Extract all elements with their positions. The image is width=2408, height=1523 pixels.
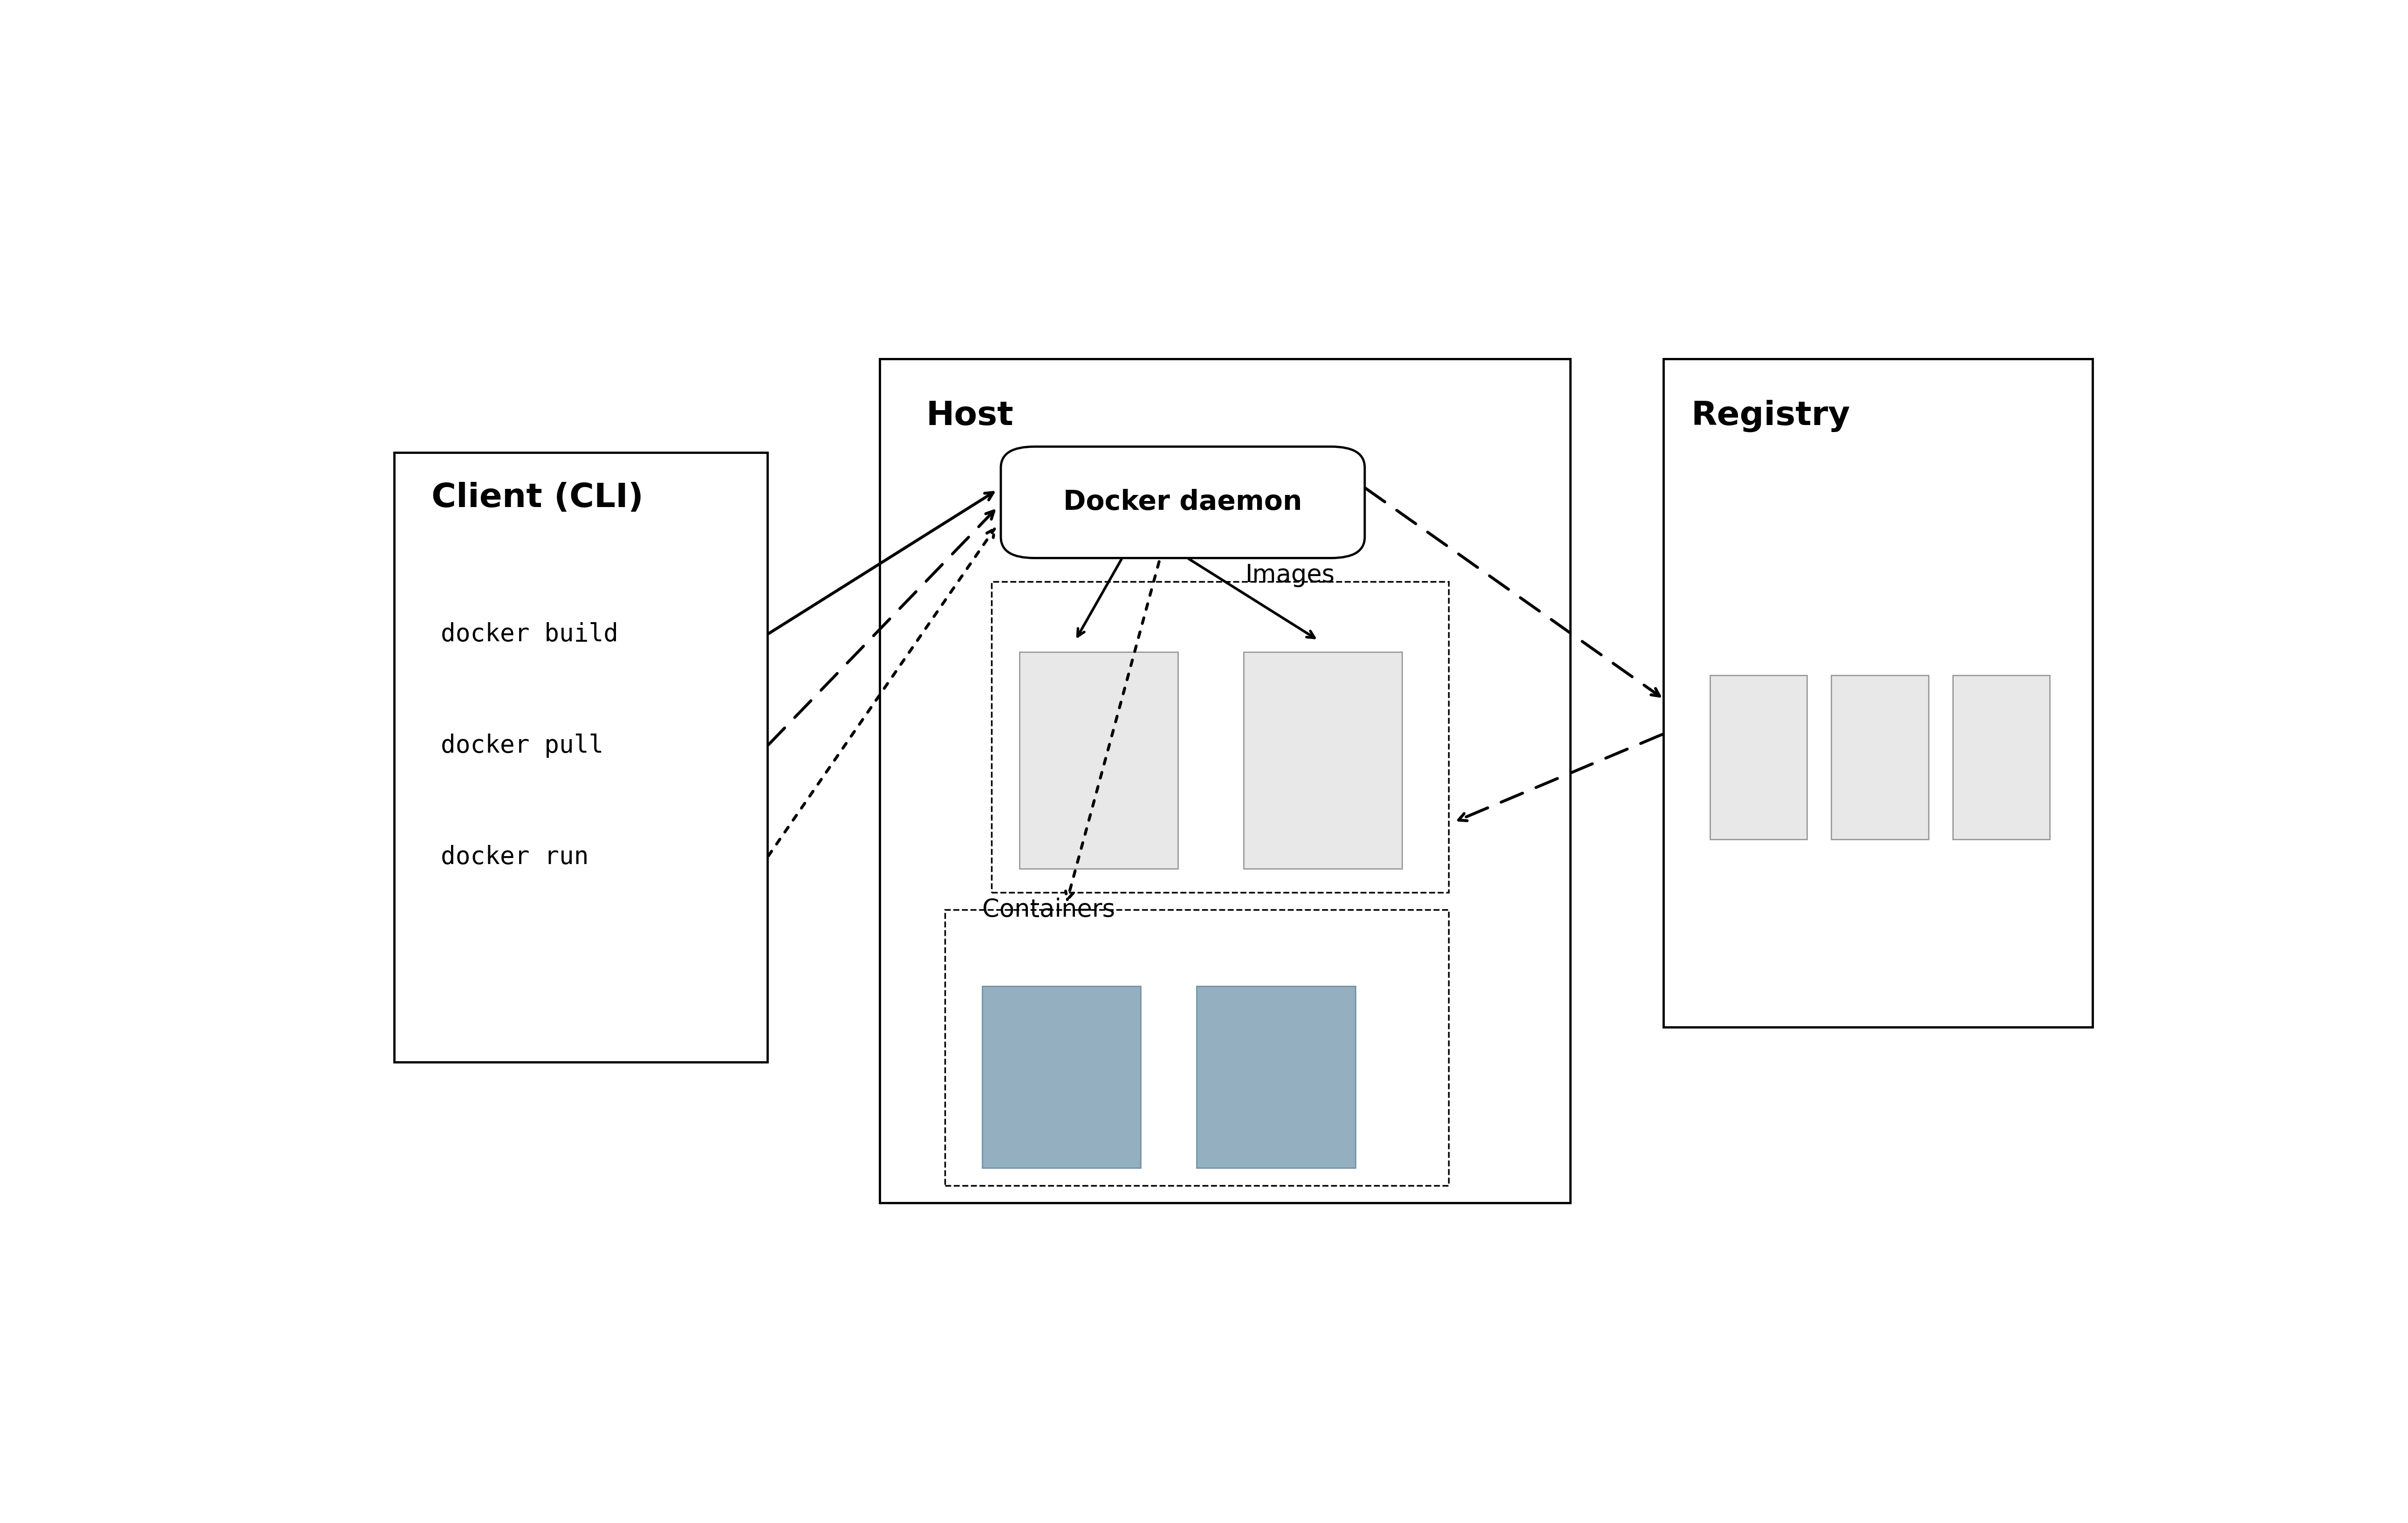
Text: Docker daemon: Docker daemon: [1064, 489, 1303, 516]
Bar: [395, 452, 768, 1063]
Text: Containers: Containers: [982, 897, 1115, 921]
Text: Host: Host: [927, 399, 1014, 433]
Bar: [879, 359, 1570, 1203]
Text: Images: Images: [1245, 564, 1334, 588]
Text: docker pull: docker pull: [441, 734, 604, 758]
Bar: [992, 582, 1450, 892]
Bar: [1710, 675, 1806, 839]
Text: docker build: docker build: [441, 621, 619, 646]
Bar: [1830, 675, 1929, 839]
Bar: [1664, 359, 2093, 1027]
Text: Registry: Registry: [1690, 399, 1849, 433]
FancyBboxPatch shape: [1002, 446, 1365, 557]
Bar: [1019, 652, 1178, 868]
Bar: [944, 909, 1450, 1185]
Bar: [982, 985, 1141, 1168]
Bar: [1243, 652, 1401, 868]
Text: Client (CLI): Client (CLI): [431, 481, 643, 513]
Bar: [1197, 985, 1356, 1168]
Text: docker run: docker run: [441, 845, 590, 870]
Bar: [1953, 675, 2049, 839]
